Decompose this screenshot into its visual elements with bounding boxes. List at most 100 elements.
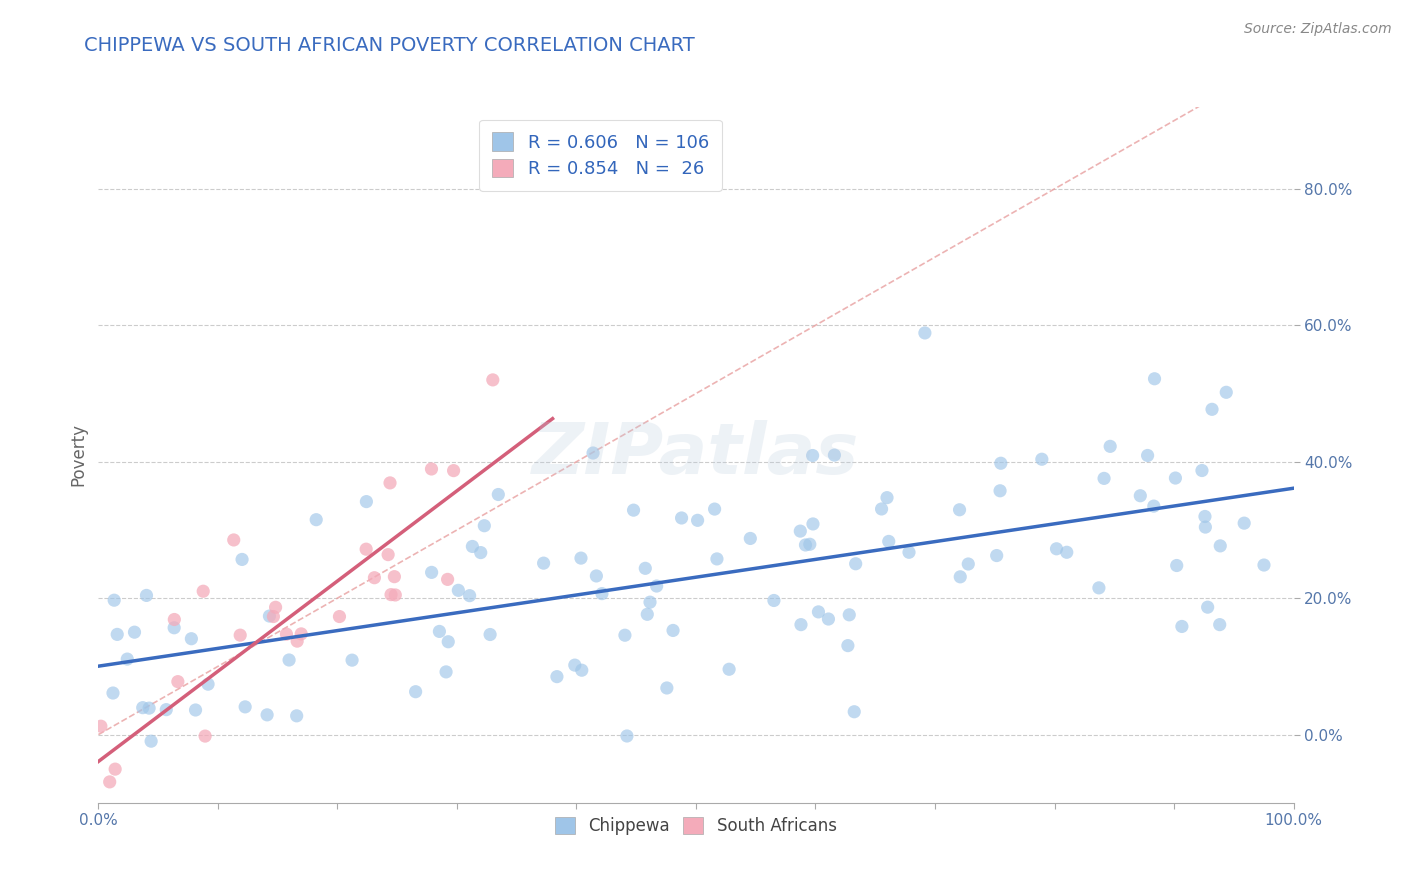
Point — [990, 456, 1012, 470]
Point — [988, 483, 1011, 498]
Point — [256, 707, 278, 722]
Point — [155, 703, 177, 717]
Point — [167, 674, 190, 689]
Point — [305, 513, 328, 527]
Point — [877, 534, 900, 549]
Point — [662, 624, 685, 638]
Point — [436, 573, 458, 587]
Point — [1215, 385, 1237, 400]
Point — [686, 513, 709, 527]
Point — [197, 677, 219, 691]
Point — [1129, 489, 1152, 503]
Point — [481, 373, 505, 387]
Point — [571, 663, 593, 677]
Point — [285, 634, 308, 648]
Point — [105, 627, 128, 641]
Point — [762, 593, 785, 607]
Point — [264, 600, 287, 615]
Point — [384, 588, 406, 602]
Point — [328, 609, 350, 624]
Point — [569, 551, 592, 566]
Point — [163, 613, 186, 627]
Point — [98, 775, 121, 789]
Point — [180, 632, 202, 646]
Point — [194, 729, 217, 743]
Point — [437, 634, 460, 648]
Point — [101, 686, 124, 700]
Point — [135, 589, 157, 603]
Point — [1143, 499, 1166, 513]
Point — [636, 607, 658, 622]
Point — [378, 475, 401, 490]
Point — [546, 670, 568, 684]
Point — [1171, 619, 1194, 633]
Point — [876, 491, 898, 505]
Point — [623, 503, 645, 517]
Point — [429, 624, 451, 639]
Point — [613, 628, 636, 642]
Point — [262, 609, 284, 624]
Point — [870, 502, 893, 516]
Point — [634, 561, 657, 575]
Point — [638, 595, 661, 609]
Point — [1164, 471, 1187, 485]
Point — [1233, 516, 1256, 530]
Point — [1197, 600, 1219, 615]
Point — [290, 627, 312, 641]
Point — [1088, 581, 1111, 595]
Point — [479, 627, 502, 641]
Point — [356, 494, 378, 508]
Point — [703, 502, 725, 516]
Point — [799, 537, 821, 551]
Point — [948, 502, 970, 516]
Point — [193, 584, 215, 599]
Point — [121, 866, 143, 880]
Point — [461, 540, 484, 554]
Point — [222, 533, 245, 547]
Point — [1194, 520, 1216, 534]
Point — [278, 653, 301, 667]
Point — [898, 545, 921, 559]
Point — [1143, 372, 1166, 386]
Point — [845, 557, 868, 571]
Point — [259, 609, 281, 624]
Point — [591, 587, 613, 601]
Point — [823, 448, 845, 462]
Point — [1209, 539, 1232, 553]
Point — [718, 662, 741, 676]
Text: Source: ZipAtlas.com: Source: ZipAtlas.com — [1244, 22, 1392, 37]
Point — [1031, 452, 1053, 467]
Point — [807, 605, 830, 619]
Point — [380, 588, 402, 602]
Point — [104, 762, 127, 776]
Point — [794, 538, 817, 552]
Text: CHIPPEWA VS SOUTH AFRICAN POVERTY CORRELATION CHART: CHIPPEWA VS SOUTH AFRICAN POVERTY CORREL… — [84, 36, 695, 54]
Point — [443, 464, 465, 478]
Point — [1209, 617, 1232, 632]
Point — [163, 621, 186, 635]
Point — [837, 639, 859, 653]
Point — [1166, 558, 1188, 573]
Point — [1136, 449, 1159, 463]
Point — [801, 516, 824, 531]
Point — [90, 719, 112, 733]
Point — [844, 705, 866, 719]
Point — [229, 628, 252, 642]
Point — [740, 532, 762, 546]
Point — [117, 652, 139, 666]
Point — [533, 556, 555, 570]
Point — [914, 326, 936, 340]
Point — [138, 701, 160, 715]
Point — [434, 665, 457, 679]
Point — [789, 524, 811, 538]
Point — [1099, 439, 1122, 453]
Point — [184, 703, 207, 717]
Point — [1045, 541, 1067, 556]
Point — [472, 518, 495, 533]
Point — [363, 571, 385, 585]
Point — [486, 487, 509, 501]
Point — [671, 511, 693, 525]
Point — [377, 548, 399, 562]
Point — [1056, 545, 1078, 559]
Point — [1201, 402, 1223, 417]
